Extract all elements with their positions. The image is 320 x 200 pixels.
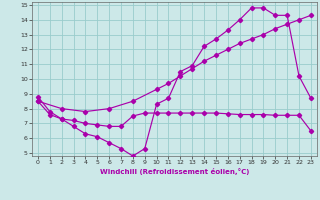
X-axis label: Windchill (Refroidissement éolien,°C): Windchill (Refroidissement éolien,°C) bbox=[100, 168, 249, 175]
